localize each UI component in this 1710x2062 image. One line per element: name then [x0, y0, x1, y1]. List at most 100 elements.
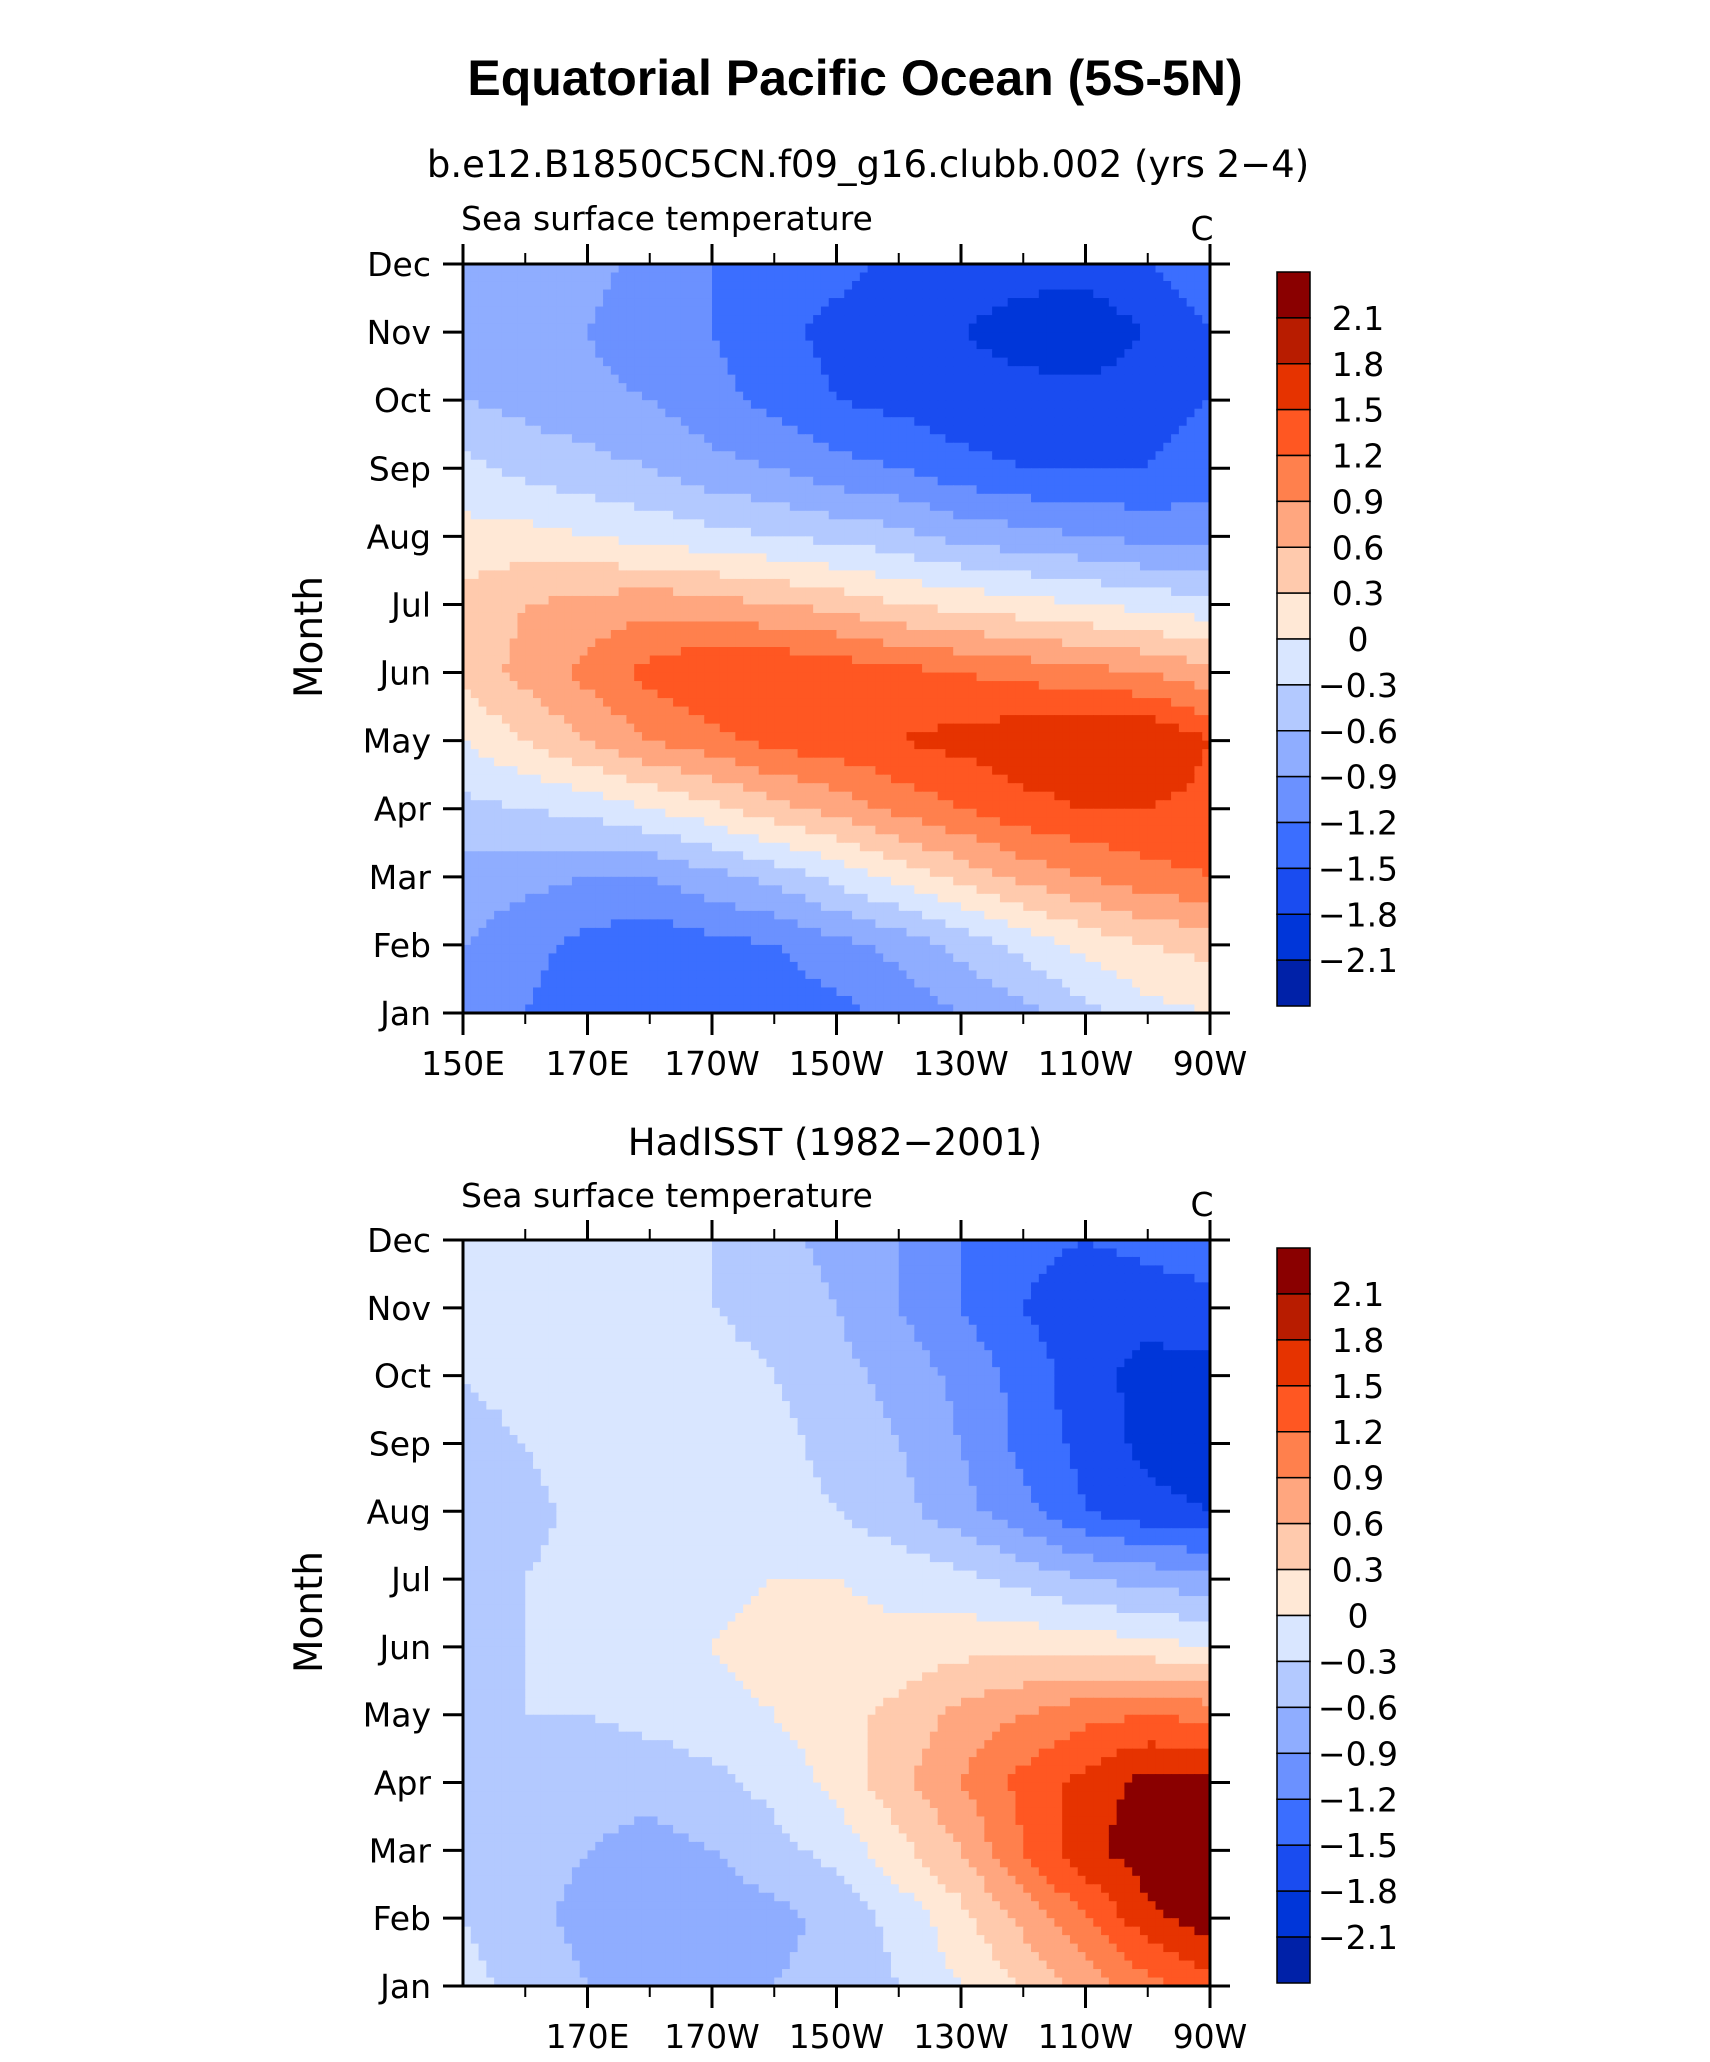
contour-cell [1108, 272, 1118, 282]
contour-cell [1038, 681, 1048, 691]
contour-cell [571, 425, 581, 435]
contour-cell [875, 561, 884, 572]
contour-cell [688, 357, 698, 367]
contour-cell [486, 612, 495, 623]
contour-cell [1178, 570, 1188, 580]
contour-cell [727, 425, 736, 435]
contour-cell [758, 689, 768, 699]
contour-cell [501, 323, 511, 333]
contour-cell [937, 298, 947, 308]
contour-cell [836, 587, 845, 597]
contour-cell [992, 493, 1001, 503]
contour-cell [984, 493, 993, 503]
contour-cell [665, 289, 674, 299]
contour-cell [1147, 289, 1157, 299]
contour-cell [774, 357, 783, 367]
contour-cell [774, 510, 783, 520]
contour-cell [999, 570, 1009, 580]
contour-cell [1101, 485, 1110, 495]
contour-cell [805, 638, 814, 648]
contour-cell [1147, 340, 1157, 350]
contour-cell [463, 612, 472, 623]
contour-cell [673, 400, 682, 410]
contour-cell [1054, 664, 1063, 674]
contour-cell [820, 519, 830, 529]
contour-cell [805, 468, 814, 478]
contour-cell [1171, 689, 1180, 699]
contour-cell [618, 698, 628, 708]
contour-cell [494, 493, 503, 503]
contour-cell [789, 357, 799, 367]
contour-cell [929, 315, 939, 325]
contour-cell [680, 272, 690, 282]
contour-cell [478, 442, 487, 452]
contour-cell [945, 281, 954, 291]
contour-cell [1202, 340, 1211, 350]
contour-cell [774, 689, 783, 699]
contour-cell [813, 332, 822, 342]
contour-cell [533, 425, 542, 435]
contour-cell [937, 587, 947, 597]
contour-cell [587, 510, 596, 520]
contour-cell [782, 425, 791, 435]
contour-cell [1085, 272, 1094, 282]
contour-cell [867, 468, 877, 478]
contour-cell [828, 374, 838, 384]
contour-cell [758, 647, 768, 657]
contour-cell [618, 689, 628, 699]
contour-cell [657, 391, 666, 401]
contour-cell [1077, 391, 1087, 401]
contour-cell [571, 502, 581, 512]
contour-cell [836, 578, 845, 589]
contour-cell [1023, 264, 1032, 274]
contour-cell [992, 672, 1001, 682]
contour-cell [548, 434, 557, 444]
contour-cell [937, 502, 947, 512]
contour-cell [1093, 468, 1102, 478]
contour-cell [463, 647, 472, 657]
contour-cell [1077, 459, 1087, 469]
contour-cell [486, 604, 495, 614]
contour-cell [1077, 315, 1087, 325]
contour-cell [961, 468, 970, 478]
contour-cell [961, 527, 970, 537]
contour-cell [719, 570, 729, 580]
contour-cell [953, 519, 962, 529]
contour-cell [1038, 442, 1048, 452]
contour-cell [945, 434, 954, 444]
contour-cell [976, 264, 985, 274]
contour-cell [517, 332, 526, 342]
contour-cell [587, 289, 596, 299]
contour-cell [548, 578, 557, 589]
contour-cell [533, 570, 542, 580]
contour-cell [719, 340, 729, 350]
contour-cell [945, 349, 954, 359]
contour-cell [1147, 664, 1157, 674]
contour-cell [1155, 527, 1164, 537]
contour-cell [945, 323, 954, 333]
contour-cell [517, 595, 526, 606]
contour-cell [634, 655, 643, 665]
contour-cell [828, 340, 838, 350]
contour-cell [828, 561, 838, 572]
contour-cell [766, 689, 775, 699]
contour-cell [735, 476, 744, 486]
contour-cell [1147, 298, 1157, 308]
contour-cell [1147, 485, 1157, 495]
contour-cell [890, 527, 900, 537]
contour-cell [1108, 698, 1118, 708]
contour-cell [805, 629, 814, 640]
contour-cell [649, 570, 659, 580]
contour-cell [961, 604, 970, 614]
contour-cell [1023, 553, 1032, 563]
contour-cell [875, 578, 884, 589]
contour-cell [680, 595, 690, 606]
contour-cell [1202, 485, 1211, 495]
contour-cell [1186, 272, 1196, 282]
contour-cell [657, 612, 666, 623]
contour-cell [533, 468, 542, 478]
contour-cell [1147, 374, 1157, 384]
contour-cell [976, 647, 985, 657]
contour-cell [813, 323, 822, 333]
contour-cell [1139, 561, 1149, 572]
